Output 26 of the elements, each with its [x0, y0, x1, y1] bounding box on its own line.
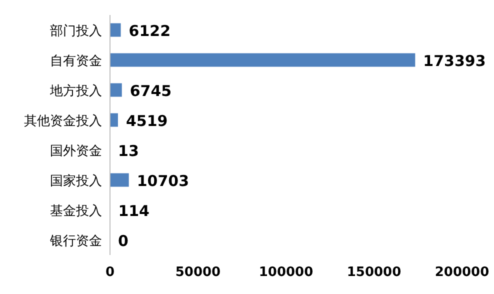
y-tick-label: 国外资金: [50, 144, 102, 159]
y-tick-label: 基金投入: [50, 204, 102, 219]
x-tick-label: 100000: [258, 265, 314, 280]
bar: [110, 23, 121, 37]
data-label: 10703: [136, 172, 190, 190]
data-label: 114: [118, 202, 150, 220]
x-tick-label: 200000: [434, 265, 490, 280]
x-tick-label: 150000: [346, 265, 402, 280]
data-label: 173393: [423, 52, 486, 70]
y-tick-label: 地方投入: [49, 83, 102, 99]
bar: [110, 53, 416, 67]
data-label: 6745: [130, 82, 172, 100]
bar: [110, 173, 129, 187]
bar: [110, 113, 118, 127]
data-label: 0: [118, 232, 128, 250]
y-tick-label: 部门投入: [50, 23, 102, 39]
y-tick-label: 自有资金: [50, 54, 102, 69]
data-label: 4519: [126, 112, 168, 130]
data-label: 13: [118, 142, 139, 160]
y-tick-label: 国家投入: [50, 173, 102, 189]
y-tick-label: 银行资金: [49, 234, 102, 249]
bar: [110, 83, 122, 97]
x-tick-label: 50000: [175, 265, 221, 280]
y-tick-label: 其他资金投入: [24, 114, 102, 129]
x-tick-label: 0: [105, 265, 115, 280]
data-label: 6122: [128, 22, 171, 40]
